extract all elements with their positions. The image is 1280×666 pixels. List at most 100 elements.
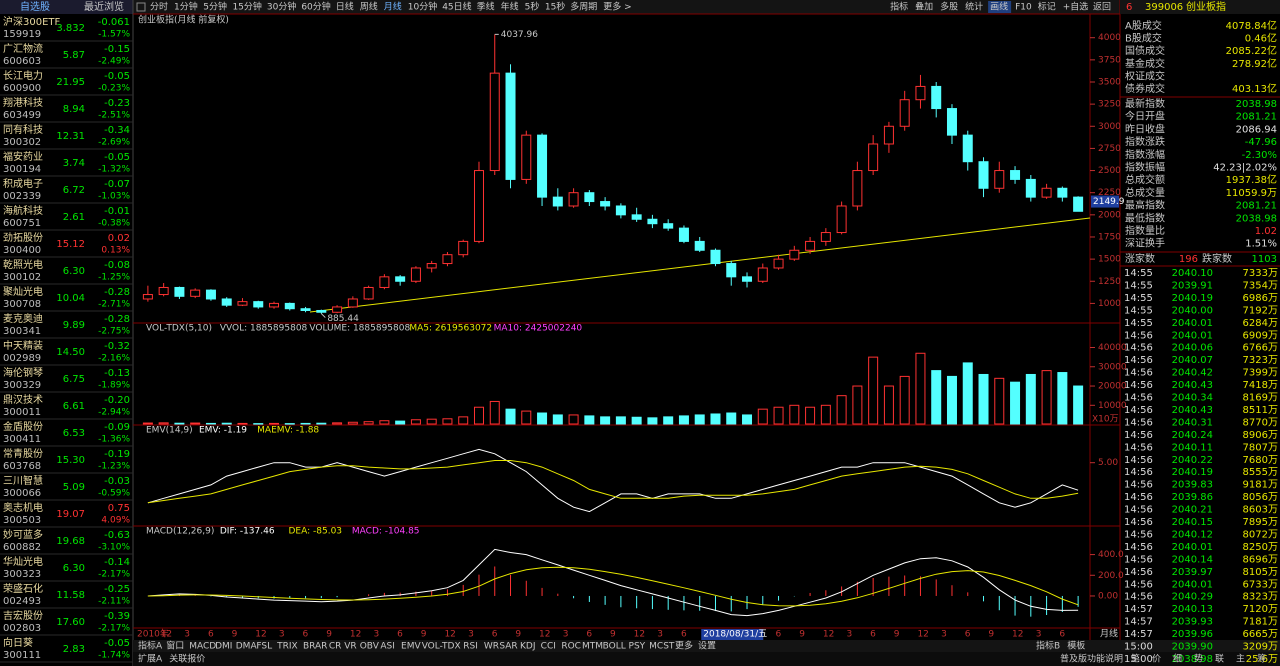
watchlist-tab[interactable]: 最近浏览 xyxy=(84,0,124,13)
footer-tab[interactable]: 关联报价 xyxy=(169,653,205,665)
indicator-tab[interactable]: DMA xyxy=(236,642,258,652)
period-tab[interactable]: 日线 xyxy=(336,1,354,13)
indicator-tab[interactable]: 模板 xyxy=(1067,640,1085,652)
stock-pct: -1.57% xyxy=(98,30,130,40)
indicator-tab[interactable]: 指标B xyxy=(1036,640,1060,652)
cursor-date-box xyxy=(701,629,764,640)
breadth-label: 跌家数 xyxy=(1202,252,1232,265)
period-tab[interactable]: 年线 xyxy=(501,1,519,13)
trade-time: 14:56 xyxy=(1124,417,1153,428)
volume-bar xyxy=(694,414,705,425)
candle-body xyxy=(347,298,358,308)
trend-line xyxy=(309,217,1091,313)
indicator-tab[interactable]: VR xyxy=(344,642,356,652)
tool-button[interactable]: 画线 xyxy=(990,1,1008,13)
stock-name: 海航科技 xyxy=(3,204,43,217)
footer-tab[interactable]: 势 xyxy=(1194,653,1203,665)
candle-body xyxy=(962,134,973,163)
stock-change: -0.39 xyxy=(104,611,130,622)
volume-bar xyxy=(805,406,816,425)
indicator-tab[interactable]: ASI xyxy=(380,642,395,652)
tool-button[interactable]: 叠加 xyxy=(915,2,933,13)
footer-tab[interactable]: 细 xyxy=(1173,653,1182,665)
indicator-tab[interactable]: 窗口 xyxy=(166,640,184,652)
indicator-tab[interactable]: MACD xyxy=(189,642,216,652)
indicator-tab[interactable]: VOL-TDX xyxy=(422,642,461,652)
period-tab[interactable]: 5秒 xyxy=(525,1,540,13)
stock-name: 常青股份 xyxy=(3,447,43,460)
indicator-tab[interactable]: BOLL xyxy=(603,642,626,652)
indicator-tab[interactable]: PSY xyxy=(629,642,646,652)
tool-button[interactable]: 标记 xyxy=(1038,1,1056,13)
indicator-tab[interactable]: SAR xyxy=(499,642,517,652)
stock-pct: -1.23% xyxy=(98,462,130,472)
period-tab[interactable]: 45日线 xyxy=(442,1,471,13)
indicator-tab[interactable]: FSL xyxy=(256,642,272,652)
stock-code: 603768 xyxy=(3,461,41,472)
period-tab[interactable]: 60分钟 xyxy=(301,1,330,13)
volume-unit: X10万 xyxy=(1092,415,1119,425)
trade-price: 2040.01 xyxy=(1172,542,1213,553)
indicator-tab[interactable]: EMV xyxy=(401,642,421,652)
stat-value: 1.02 xyxy=(1255,226,1277,237)
indicator-tab[interactable]: KDJ xyxy=(520,642,536,652)
trade-time: 14:55 xyxy=(1124,318,1153,329)
trade-price: 2038.98 xyxy=(1172,654,1213,665)
indicator-tab[interactable]: CCI xyxy=(541,642,556,652)
tool-button[interactable]: 统计 xyxy=(965,1,983,13)
period-tab[interactable]: 5分钟 xyxy=(203,1,227,13)
period-tab[interactable]: 季线 xyxy=(477,1,495,13)
period-tab[interactable]: 月线 xyxy=(384,1,402,13)
trade-volume: 8603万 xyxy=(1243,505,1278,516)
indicator-tab[interactable]: MCST xyxy=(649,642,675,652)
tool-button[interactable]: 返回 xyxy=(1093,1,1111,13)
footer-tab[interactable]: 笔 xyxy=(1131,653,1140,665)
x-tick-label: 6 xyxy=(208,630,214,640)
period-tab[interactable]: 周线 xyxy=(360,1,378,13)
indicator-tab[interactable]: OBV xyxy=(360,642,380,652)
tool-button[interactable]: 多股 xyxy=(940,1,958,13)
period-tab[interactable]: 分时 xyxy=(150,1,168,13)
stock-pct: -3.10% xyxy=(98,543,130,553)
indicator-tab[interactable]: ROC xyxy=(561,642,581,652)
volume-bar xyxy=(174,422,185,425)
indicator-tab[interactable]: 指标A xyxy=(138,640,163,652)
tool-active xyxy=(988,1,1012,13)
indicator-tab[interactable]: 设置 xyxy=(698,641,716,652)
stock-price: 15.12 xyxy=(56,239,85,250)
trade-time: 14:56 xyxy=(1124,567,1153,578)
indicator-tab[interactable]: 更多 xyxy=(675,640,693,652)
tool-button[interactable]: +自选 xyxy=(1063,1,1089,13)
indicator-tab[interactable]: CR xyxy=(329,642,342,652)
menu-icon[interactable] xyxy=(136,2,146,12)
indicator-tab[interactable]: TRIX xyxy=(276,642,298,652)
tool-button[interactable]: 指标 xyxy=(890,1,908,13)
footer-tab[interactable]: 扩展A xyxy=(138,653,163,665)
footer-tab[interactable]: 价 xyxy=(1152,654,1161,665)
y-tick-label: 40000 xyxy=(1098,343,1127,353)
footer-tab[interactable]: 联 xyxy=(1215,654,1224,665)
period-tab[interactable]: 15秒 xyxy=(545,1,565,13)
tool-button[interactable]: F10 xyxy=(1015,3,1032,13)
indicator-tab[interactable]: DMI xyxy=(215,642,232,652)
period-tab[interactable]: 15分钟 xyxy=(232,1,261,13)
period-tab[interactable]: 10分钟 xyxy=(408,1,437,13)
period-tab[interactable]: 1分钟 xyxy=(174,1,198,13)
watchlist-tab[interactable]: 自选股 xyxy=(20,0,50,13)
indicator-tab[interactable]: RSI xyxy=(463,642,478,652)
period-tab[interactable]: 更多 > xyxy=(603,1,631,13)
footer-tab[interactable]: 主 xyxy=(1236,653,1245,665)
period-tab[interactable]: 多周期 xyxy=(570,1,597,13)
stock-pct: -2.17% xyxy=(98,570,130,580)
candle-body xyxy=(537,134,548,198)
breadth-down: 1103 xyxy=(1252,254,1277,265)
period-tab[interactable]: 30分钟 xyxy=(267,1,296,13)
indicator-tab[interactable]: BRAR xyxy=(303,642,327,652)
trade-time: 14:56 xyxy=(1124,492,1153,503)
trade-volume: 8105万 xyxy=(1243,567,1278,578)
footer-tab[interactable]: 筹 xyxy=(1257,653,1266,665)
footer-tab[interactable]: 普及版功能说明 xyxy=(1060,653,1123,665)
indicator-tab[interactable]: WR xyxy=(484,642,499,652)
x-tick-label: 3 xyxy=(184,630,190,640)
indicator-tab[interactable]: MTM xyxy=(582,642,603,652)
